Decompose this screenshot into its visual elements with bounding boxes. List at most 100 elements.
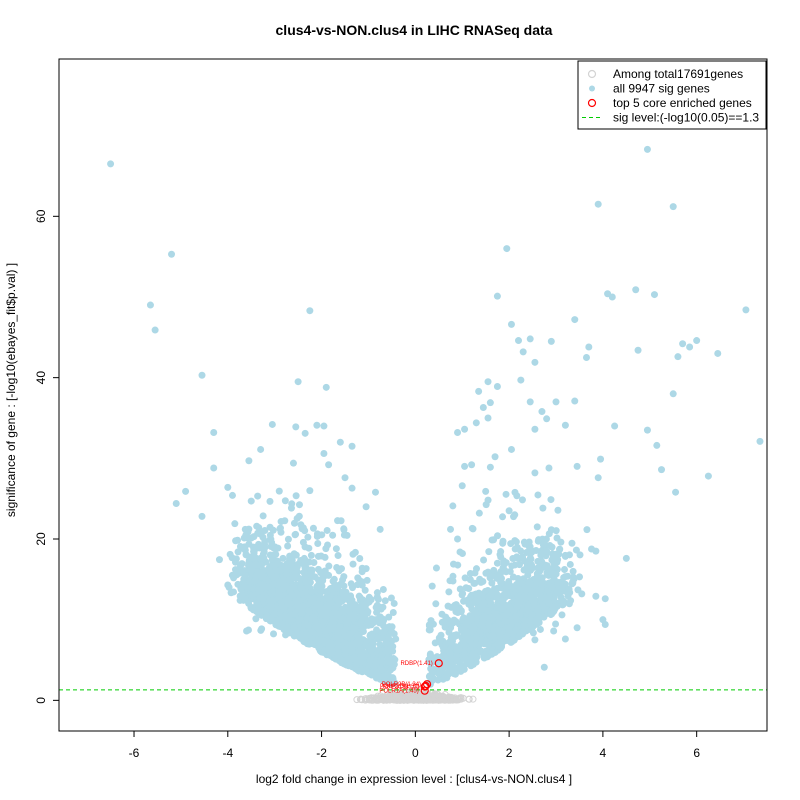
sig-gene-point bbox=[314, 581, 322, 589]
sig-gene-point bbox=[632, 286, 640, 294]
background-gene-point bbox=[407, 691, 415, 699]
sig-gene-point bbox=[305, 608, 313, 616]
sig-gene-point bbox=[482, 487, 490, 495]
sig-gene-point bbox=[215, 556, 223, 564]
sig-gene-point bbox=[445, 628, 453, 636]
sig-gene-point bbox=[493, 292, 501, 300]
sig-gene-point bbox=[349, 560, 357, 568]
background-gene-point bbox=[465, 695, 473, 703]
sig-gene-point bbox=[299, 538, 307, 546]
sig-gene-point bbox=[369, 618, 377, 626]
sig-gene-point bbox=[510, 513, 518, 521]
sig-gene-point bbox=[526, 564, 534, 572]
sig-gene-point bbox=[475, 589, 483, 597]
sig-gene-point bbox=[288, 590, 296, 598]
sig-gene-point bbox=[491, 585, 499, 593]
sig-gene-point bbox=[520, 566, 528, 574]
background-gene-point bbox=[453, 696, 461, 704]
sig-gene-point bbox=[292, 423, 300, 431]
sig-gene-point bbox=[336, 438, 344, 446]
background-gene-point bbox=[398, 693, 406, 701]
sig-gene-point bbox=[536, 625, 544, 633]
sig-gene-point bbox=[554, 506, 562, 514]
legend-marker bbox=[587, 98, 597, 108]
sig-gene-point bbox=[210, 429, 218, 437]
sig-gene-point bbox=[512, 538, 520, 546]
sig-gene-point bbox=[450, 560, 458, 568]
sig-gene-point bbox=[658, 466, 666, 474]
background-gene-point bbox=[402, 694, 410, 702]
sig-gene-point bbox=[484, 607, 492, 615]
sig-gene-point bbox=[224, 483, 232, 491]
sig-gene-point bbox=[182, 487, 190, 495]
sig-gene-point bbox=[272, 550, 280, 558]
sig-gene-point bbox=[505, 577, 513, 585]
sig-gene-point bbox=[381, 672, 389, 680]
sig-gene-point bbox=[454, 535, 462, 543]
sig-gene-point bbox=[517, 376, 525, 384]
sig-gene-point bbox=[301, 429, 309, 437]
sig-gene-point bbox=[469, 650, 477, 658]
sig-gene-point bbox=[466, 656, 474, 664]
sig-gene-point bbox=[284, 535, 292, 543]
background-gene-point bbox=[469, 695, 477, 703]
sig-gene-point bbox=[513, 544, 521, 552]
sig-gene-point bbox=[503, 245, 511, 253]
sig-gene-point bbox=[486, 623, 494, 631]
sig-gene-point bbox=[533, 573, 541, 581]
sig-gene-point bbox=[505, 624, 513, 632]
sig-gene-point bbox=[499, 539, 507, 547]
sig-gene-point bbox=[305, 544, 313, 552]
sig-gene-point bbox=[542, 547, 550, 555]
sig-gene-point bbox=[482, 569, 490, 577]
y-axis-label: significance of gene : [-log10(ebayes_fi… bbox=[4, 263, 18, 517]
sig-gene-point bbox=[254, 492, 262, 500]
sig-gene-point bbox=[669, 390, 677, 398]
sig-gene-point bbox=[295, 512, 303, 520]
sig-gene-point bbox=[314, 565, 322, 573]
sig-gene-point bbox=[461, 462, 469, 470]
sig-gene-point bbox=[489, 632, 497, 640]
sig-gene-point bbox=[522, 616, 530, 624]
sig-gene-point bbox=[356, 577, 364, 585]
sig-gene-point bbox=[601, 621, 609, 629]
sig-gene-point bbox=[376, 525, 384, 533]
sig-gene-point bbox=[281, 497, 289, 505]
sig-gene-point bbox=[306, 307, 314, 315]
sig-gene-point bbox=[241, 525, 249, 533]
sig-gene-point bbox=[548, 569, 556, 577]
sig-gene-point bbox=[344, 662, 352, 670]
sig-gene-point bbox=[287, 504, 295, 512]
sig-gene-point bbox=[742, 306, 750, 314]
sig-gene-point bbox=[453, 656, 461, 664]
sig-gene-point bbox=[519, 348, 527, 356]
y-tick-label: 40 bbox=[34, 371, 48, 385]
sig-gene-point bbox=[535, 587, 543, 595]
sig-gene-point bbox=[521, 540, 529, 548]
sig-gene-point bbox=[535, 536, 543, 544]
sig-gene-point bbox=[348, 442, 356, 450]
sig-gene-point bbox=[566, 560, 574, 568]
sig-gene-point bbox=[514, 337, 522, 345]
sig-gene-point bbox=[376, 641, 384, 649]
x-axis-label: log2 fold change in expression level : [… bbox=[256, 772, 572, 786]
sig-gene-point bbox=[369, 639, 377, 647]
sig-gene-point bbox=[367, 646, 375, 654]
background-gene-point bbox=[375, 695, 383, 703]
sig-gene-point bbox=[358, 568, 366, 576]
sig-gene-point bbox=[507, 445, 515, 453]
background-gene-point bbox=[415, 688, 423, 696]
sig-gene-point bbox=[280, 624, 288, 632]
sig-gene-point bbox=[672, 488, 680, 496]
sig-gene-point bbox=[325, 562, 333, 570]
sig-gene-point bbox=[354, 656, 362, 664]
sig-gene-point bbox=[313, 636, 321, 644]
sig-gene-point bbox=[468, 524, 476, 532]
sig-gene-point bbox=[425, 622, 433, 630]
sig-gene-point bbox=[289, 459, 297, 467]
sig-gene-point bbox=[502, 611, 510, 619]
sig-gene-point bbox=[241, 595, 249, 603]
sig-gene-point bbox=[309, 524, 317, 532]
sig-gene-point bbox=[337, 580, 345, 588]
sig-gene-point bbox=[307, 566, 315, 574]
